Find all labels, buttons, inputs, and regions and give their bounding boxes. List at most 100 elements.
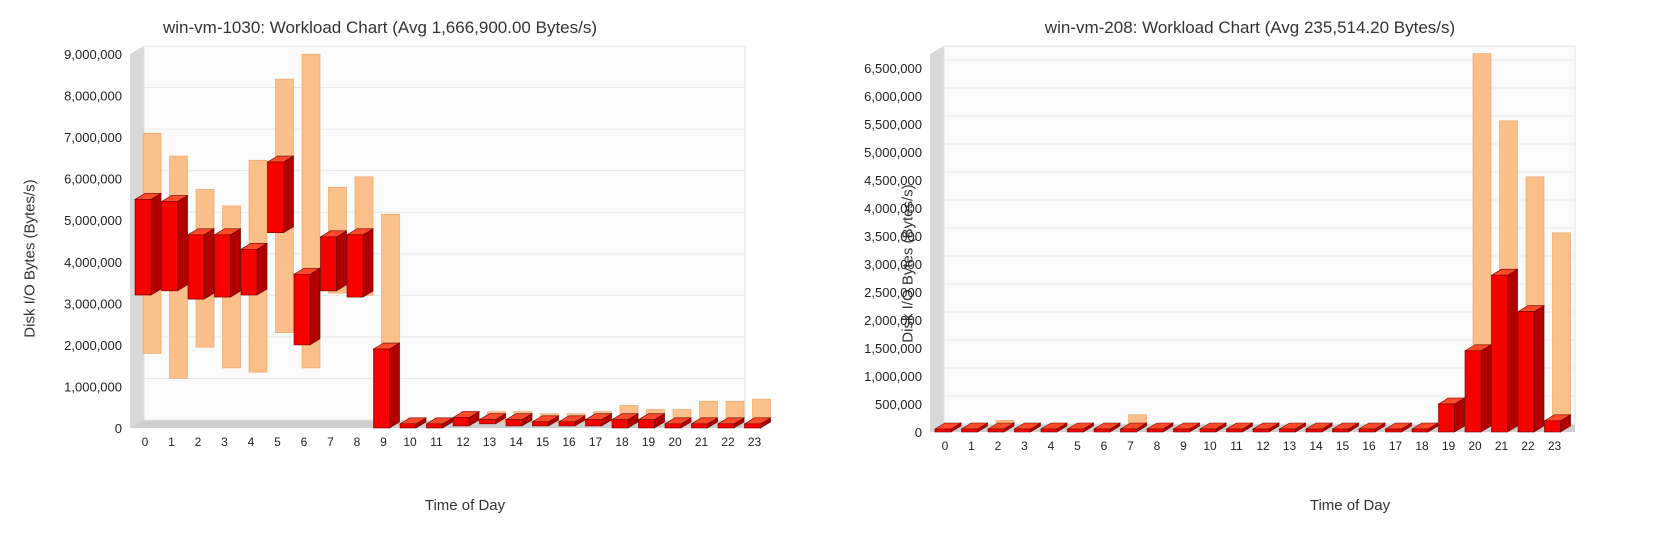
x-tick-label: 0 <box>142 435 149 449</box>
data-bar <box>1331 422 1360 433</box>
x-tick-label: 5 <box>274 435 281 449</box>
x-tick-label: 17 <box>1389 439 1403 453</box>
data-bar <box>504 413 534 427</box>
data-bar-side <box>203 228 215 300</box>
x-tick-label: 3 <box>221 435 228 449</box>
y-tick-label: 6,500,000 <box>864 61 922 76</box>
left-wall <box>930 46 944 432</box>
x-tick-label: 2 <box>995 439 1002 453</box>
data-bar-front <box>1146 428 1164 433</box>
x-tick-label: 20 <box>668 435 682 449</box>
x-tick-label: 10 <box>1203 439 1217 453</box>
y-tick-label: 0 <box>915 425 922 440</box>
x-tick-label: 7 <box>327 435 334 449</box>
y-tick-label: 2,000,000 <box>864 313 922 328</box>
y-tick-label: 1,000,000 <box>864 369 922 384</box>
data-bar-front <box>134 199 152 296</box>
x-tick-label: 19 <box>642 435 656 449</box>
data-bar <box>1437 397 1466 433</box>
x-tick-label: 4 <box>248 435 255 449</box>
data-bar <box>960 422 989 433</box>
data-bar-front <box>187 234 205 300</box>
data-bar <box>1066 422 1095 433</box>
data-bar-front <box>1332 428 1349 433</box>
data-bar <box>345 228 375 298</box>
y-tick-label: 1,000,000 <box>64 379 122 394</box>
data-bar <box>1278 422 1307 433</box>
x-tick-label: 12 <box>456 435 470 449</box>
data-bar-side <box>230 228 241 298</box>
y-tick-label: 3,000,000 <box>864 257 922 272</box>
x-tick-label: 13 <box>1283 439 1297 453</box>
data-bar-side <box>1480 344 1492 433</box>
x-tick-label: 8 <box>354 435 361 449</box>
chart-title: win-vm-208: Workload Chart (Avg 235,514.… <box>1044 18 1456 37</box>
data-bar <box>478 413 507 425</box>
data-bar-front <box>320 236 337 292</box>
data-bar <box>663 417 693 429</box>
x-tick-label: 0 <box>942 439 949 453</box>
chart-panel-left: win-vm-1030: Workload Chart (Avg 1,666,9… <box>22 18 772 514</box>
data-bar-front <box>426 423 443 429</box>
x-tick-label: 15 <box>1336 439 1350 453</box>
chart-panel-right: win-vm-208: Workload Chart (Avg 235,514.… <box>840 0 1680 540</box>
data-bar-front <box>373 348 390 429</box>
data-bar-front <box>585 419 602 427</box>
data-bar-side <box>256 242 268 296</box>
data-bar-front <box>1040 428 1058 433</box>
data-bar-front <box>161 201 178 292</box>
x-tick-label: 6 <box>301 435 308 449</box>
x-axis-label: Time of Day <box>1309 497 1391 514</box>
data-bar <box>319 230 348 292</box>
data-bar-side <box>1533 305 1545 433</box>
y-tick-label: 6,000,000 <box>864 89 922 104</box>
data-bar-side <box>362 228 374 298</box>
y-tick-label: 5,500,000 <box>864 117 922 132</box>
x-tick-label: 17 <box>589 435 603 449</box>
data-bar <box>1092 422 1122 433</box>
data-bar-front <box>638 419 655 429</box>
data-bar <box>557 415 587 427</box>
y-tick-label: 7,000,000 <box>64 130 122 145</box>
x-tick-label: 20 <box>1468 439 1482 453</box>
data-bar-side <box>1507 268 1518 433</box>
data-bar-front <box>532 421 549 427</box>
data-bar <box>372 342 401 429</box>
y-tick-label: 5,000,000 <box>864 145 922 160</box>
data-bar-front <box>1517 311 1535 433</box>
data-bar <box>584 413 613 427</box>
data-bar <box>1198 422 1228 433</box>
x-tick-label: 22 <box>1521 439 1535 453</box>
y-tick-label: 3,000,000 <box>64 296 122 311</box>
data-bar-side <box>389 342 400 429</box>
x-tick-label: 23 <box>748 435 762 449</box>
x-tick-label: 11 <box>430 435 443 449</box>
data-bar-front <box>961 428 978 433</box>
x-tick-label: 4 <box>1048 439 1055 453</box>
x-tick-label: 19 <box>1442 439 1456 453</box>
x-tick-label: 3 <box>1021 439 1028 453</box>
chart-plot: 0 1,000,000 2,000,000 3,000,000 4,000,000 5,0… <box>64 45 772 449</box>
data-bar-front <box>1385 428 1402 433</box>
data-bar-front <box>240 249 258 296</box>
x-tick-label: 13 <box>483 435 497 449</box>
y-tick-label: 0 <box>115 421 122 436</box>
data-bar-front <box>1014 428 1031 433</box>
data-bar <box>1410 422 1440 433</box>
data-bar-front <box>1544 420 1561 433</box>
y-tick-label: 1,500,000 <box>864 341 922 356</box>
data-bar-front <box>399 423 417 429</box>
data-bar <box>1145 422 1175 433</box>
x-tick-label: 15 <box>536 435 550 449</box>
data-bar-front <box>1120 428 1137 433</box>
x-tick-label: 1 <box>968 439 975 453</box>
y-tick-label: 3,500,000 <box>864 229 922 244</box>
data-bar <box>160 194 189 292</box>
data-bar-front <box>717 423 735 429</box>
chart-title: win-vm-1030: Workload Chart (Avg 1,666,9… <box>162 18 598 37</box>
data-bar <box>743 417 772 429</box>
x-tick-label: 22 <box>721 435 735 449</box>
x-tick-label: 9 <box>1180 439 1187 453</box>
y-tick-label: 500,000 <box>875 397 922 412</box>
data-bar-front <box>1199 428 1217 433</box>
